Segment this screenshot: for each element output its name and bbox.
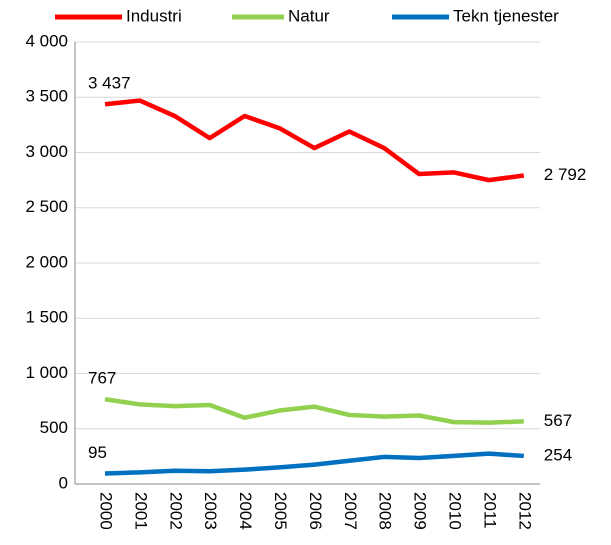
- data-label: 254: [544, 445, 572, 464]
- y-tick-label: 500: [40, 418, 68, 437]
- x-tick-label: 2005: [271, 492, 290, 530]
- x-tick-label: 2000: [97, 492, 116, 530]
- data-label: 567: [544, 411, 572, 430]
- data-label: 95: [88, 443, 107, 462]
- y-tick-label: 4 000: [25, 31, 68, 50]
- data-label: 2 792: [544, 165, 587, 184]
- x-tick-label: 2004: [236, 492, 255, 530]
- y-tick-label: 2 000: [25, 252, 68, 271]
- x-tick-label: 2003: [201, 492, 220, 530]
- y-tick-label: 2 500: [25, 197, 68, 216]
- y-tick-label: 3 000: [25, 142, 68, 161]
- x-tick-label: 2006: [306, 492, 325, 530]
- x-tick-label: 2010: [446, 492, 465, 530]
- y-tick-label: 0: [59, 473, 68, 492]
- x-tick-label: 2012: [515, 492, 534, 530]
- y-tick-label: 1 000: [25, 363, 68, 382]
- legend-label: Industri: [126, 6, 182, 25]
- line: [104, 98, 525, 183]
- x-tick-label: 2011: [480, 492, 499, 529]
- legend-label: Tekn tjenester: [453, 6, 559, 25]
- x-tick-label: 2009: [411, 492, 430, 530]
- line: [104, 397, 524, 425]
- data-label: 767: [88, 369, 116, 388]
- x-tick-label: 2007: [341, 492, 360, 530]
- x-tick-label: 2001: [131, 492, 150, 530]
- y-tick-label: 3 500: [25, 87, 68, 106]
- data-label: 3 437: [88, 74, 131, 93]
- x-tick-label: 2002: [166, 492, 185, 530]
- line: [104, 451, 524, 476]
- x-tick-label: 2008: [376, 492, 395, 530]
- legend-label: Natur: [288, 6, 330, 25]
- y-tick-label: 1 500: [25, 308, 68, 327]
